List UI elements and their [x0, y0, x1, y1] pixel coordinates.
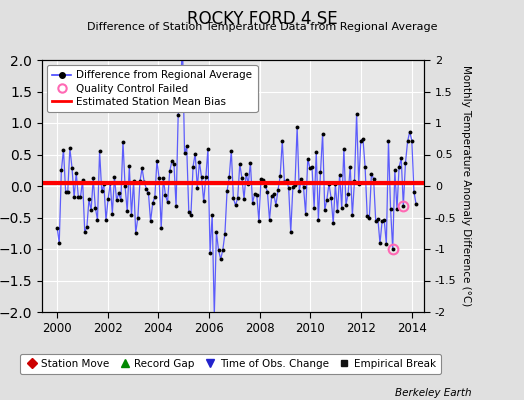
Legend: Difference from Regional Average, Quality Control Failed, Estimated Station Mean: Difference from Regional Average, Qualit…	[47, 65, 257, 112]
Y-axis label: Monthly Temperature Anomaly Difference (°C): Monthly Temperature Anomaly Difference (…	[461, 65, 471, 307]
Text: ROCKY FORD 4 SE: ROCKY FORD 4 SE	[187, 10, 337, 28]
Legend: Station Move, Record Gap, Time of Obs. Change, Empirical Break: Station Move, Record Gap, Time of Obs. C…	[20, 354, 441, 374]
Text: Difference of Station Temperature Data from Regional Average: Difference of Station Temperature Data f…	[87, 22, 437, 32]
Text: Berkeley Earth: Berkeley Earth	[395, 388, 472, 398]
